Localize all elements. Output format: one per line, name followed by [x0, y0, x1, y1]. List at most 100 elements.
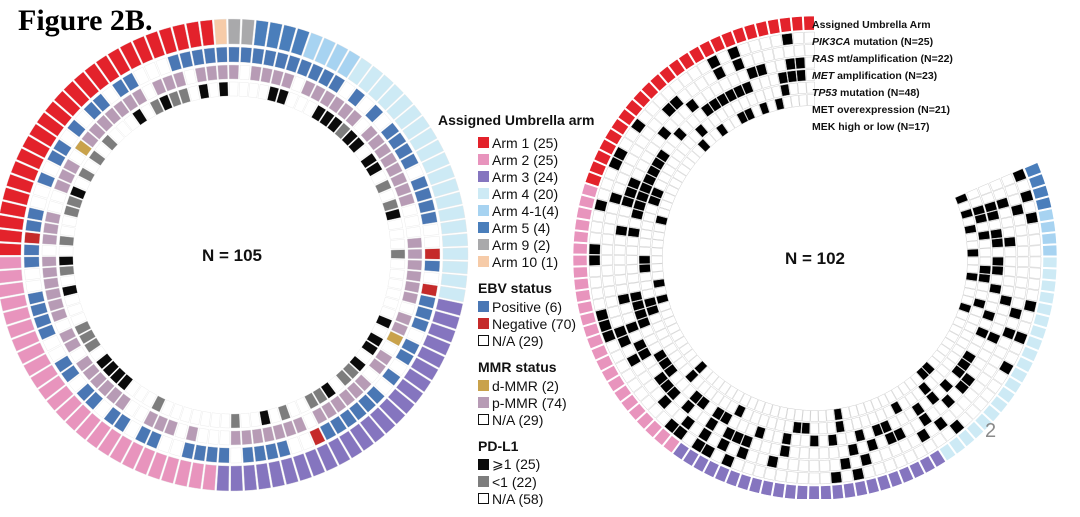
- mmr-ring-cell: [104, 107, 122, 125]
- alteration-track-cell: [646, 164, 661, 179]
- ebv-ring-cell: [144, 61, 161, 81]
- ebv-ring-cell: [29, 195, 48, 210]
- pdl1-ring-cell: [257, 84, 270, 100]
- arm-ring-cell: [410, 357, 439, 381]
- alteration-track-cell: [972, 204, 986, 216]
- alteration-track-cell: [655, 148, 671, 163]
- arm-track-cell: [672, 442, 690, 461]
- alteration-track-cell: [1017, 320, 1032, 335]
- arm-ring-cell: [53, 90, 81, 117]
- arm-track-cell: [755, 20, 770, 38]
- track-label: RAS mt/amplification (N=22): [812, 53, 953, 65]
- alteration-track-cell: [733, 404, 747, 419]
- alteration-track-cell: [640, 150, 655, 165]
- alteration-track-cell: [1022, 200, 1037, 214]
- arm-ring-cell: [378, 398, 406, 425]
- alteration-track-cell: [978, 317, 993, 331]
- alteration-track-cell: [954, 193, 969, 205]
- ebv-ring-cell: [33, 313, 52, 329]
- alteration-track-cell: [892, 426, 907, 442]
- pdl1-ring-cell: [66, 303, 84, 317]
- alteration-track-cell: [775, 59, 787, 73]
- alteration-track-cell: [672, 408, 688, 424]
- ebv-ring-cell: [111, 78, 130, 98]
- ebv-ring-cell: [319, 421, 337, 441]
- alteration-track-cell: [836, 432, 848, 446]
- alteration-track-cell: [681, 431, 697, 447]
- alteration-track-cell: [686, 114, 701, 129]
- arm-ring-cell: [304, 448, 326, 477]
- ebv-ring-cell: [400, 153, 419, 170]
- alteration-track-cell: [676, 88, 693, 104]
- alteration-track-cell: [654, 286, 667, 297]
- alteration-track-cell: [931, 349, 946, 363]
- alteration-track-cell: [969, 196, 983, 208]
- alteration-track-cell: [963, 224, 977, 235]
- mmr-ring-cell: [385, 162, 403, 178]
- alteration-track-cell: [633, 308, 648, 321]
- alteration-track-cell: [982, 339, 997, 354]
- alteration-track-cell: [710, 448, 726, 464]
- pdl1-ring-cell: [220, 413, 231, 429]
- pdl1-ring-cell: [59, 235, 75, 246]
- alteration-track-cell: [748, 38, 762, 53]
- alteration-track-cell: [797, 81, 807, 95]
- alteration-track-cell: [663, 342, 678, 356]
- ebv-ring-cell: [410, 316, 430, 333]
- alteration-track-cell: [789, 446, 800, 459]
- alteration-track-cell: [696, 395, 711, 411]
- arm-track-cell: [588, 160, 607, 177]
- pdl1-ring-cell: [285, 91, 299, 109]
- alteration-track-cell: [958, 302, 972, 314]
- alteration-track-cell: [645, 304, 660, 317]
- ebv-ring-cell: [307, 63, 324, 82]
- arm-ring-cell: [416, 346, 446, 369]
- alteration-track-cell: [762, 87, 775, 101]
- ebv-ring-cell: [179, 51, 194, 69]
- ebv-ring-cell: [24, 231, 41, 244]
- ebv-ring-cell: [417, 199, 436, 214]
- arm-track-cell: [1015, 356, 1034, 373]
- alteration-track-cell: [741, 461, 756, 476]
- alteration-track-cell: [945, 330, 960, 343]
- alteration-track-cell: [845, 430, 857, 444]
- alteration-track-cell: [685, 98, 700, 114]
- alteration-track-cell: [765, 60, 778, 75]
- alteration-track-cell: [971, 334, 986, 348]
- alteration-track-cell: [650, 186, 665, 199]
- pdl1-ring-cell: [366, 331, 384, 348]
- alteration-track-cell: [643, 296, 657, 308]
- mmr-ring-cell: [390, 172, 408, 188]
- alteration-track-cell: [636, 316, 651, 330]
- pdl1-ring-cell: [178, 87, 191, 105]
- alteration-track-cell: [936, 363, 951, 378]
- mmr-ring-cell: [219, 430, 230, 446]
- pdl1-ring-cell: [334, 122, 351, 140]
- alteration-track-cell: [626, 255, 638, 265]
- arm-track-cell: [613, 384, 632, 403]
- ebv-ring-cell: [32, 183, 51, 199]
- mmr-legend-label: d-MMR (2): [492, 377, 559, 394]
- arm-ring-cell: [427, 322, 456, 343]
- alteration-track-cell: [903, 449, 918, 465]
- alteration-track-cell: [615, 225, 628, 237]
- alteration-track-cell: [750, 77, 763, 92]
- mmr-ring-cell: [404, 280, 421, 294]
- arm-legend-swatch: [478, 256, 489, 267]
- arm-ring-cell: [213, 18, 228, 45]
- alteration-track-cell: [741, 53, 755, 69]
- ebv-ring-cell: [339, 409, 358, 428]
- alteration-track-cell: [680, 399, 696, 415]
- alteration-track-cell: [681, 156, 696, 170]
- arm-legend-swatch: [478, 137, 489, 148]
- arm-track-cell: [644, 419, 663, 438]
- arm-ring-cell: [2, 187, 31, 206]
- alteration-track-cell: [979, 387, 996, 403]
- mmr-ring-cell: [407, 248, 423, 260]
- alteration-track-cell: [699, 366, 714, 380]
- alteration-track-cell: [871, 423, 884, 437]
- ebv-legend-item: Positive (6): [478, 298, 598, 315]
- alteration-track-cell: [762, 48, 775, 63]
- alteration-track-cell: [1025, 288, 1039, 302]
- alteration-track-cell: [966, 188, 981, 201]
